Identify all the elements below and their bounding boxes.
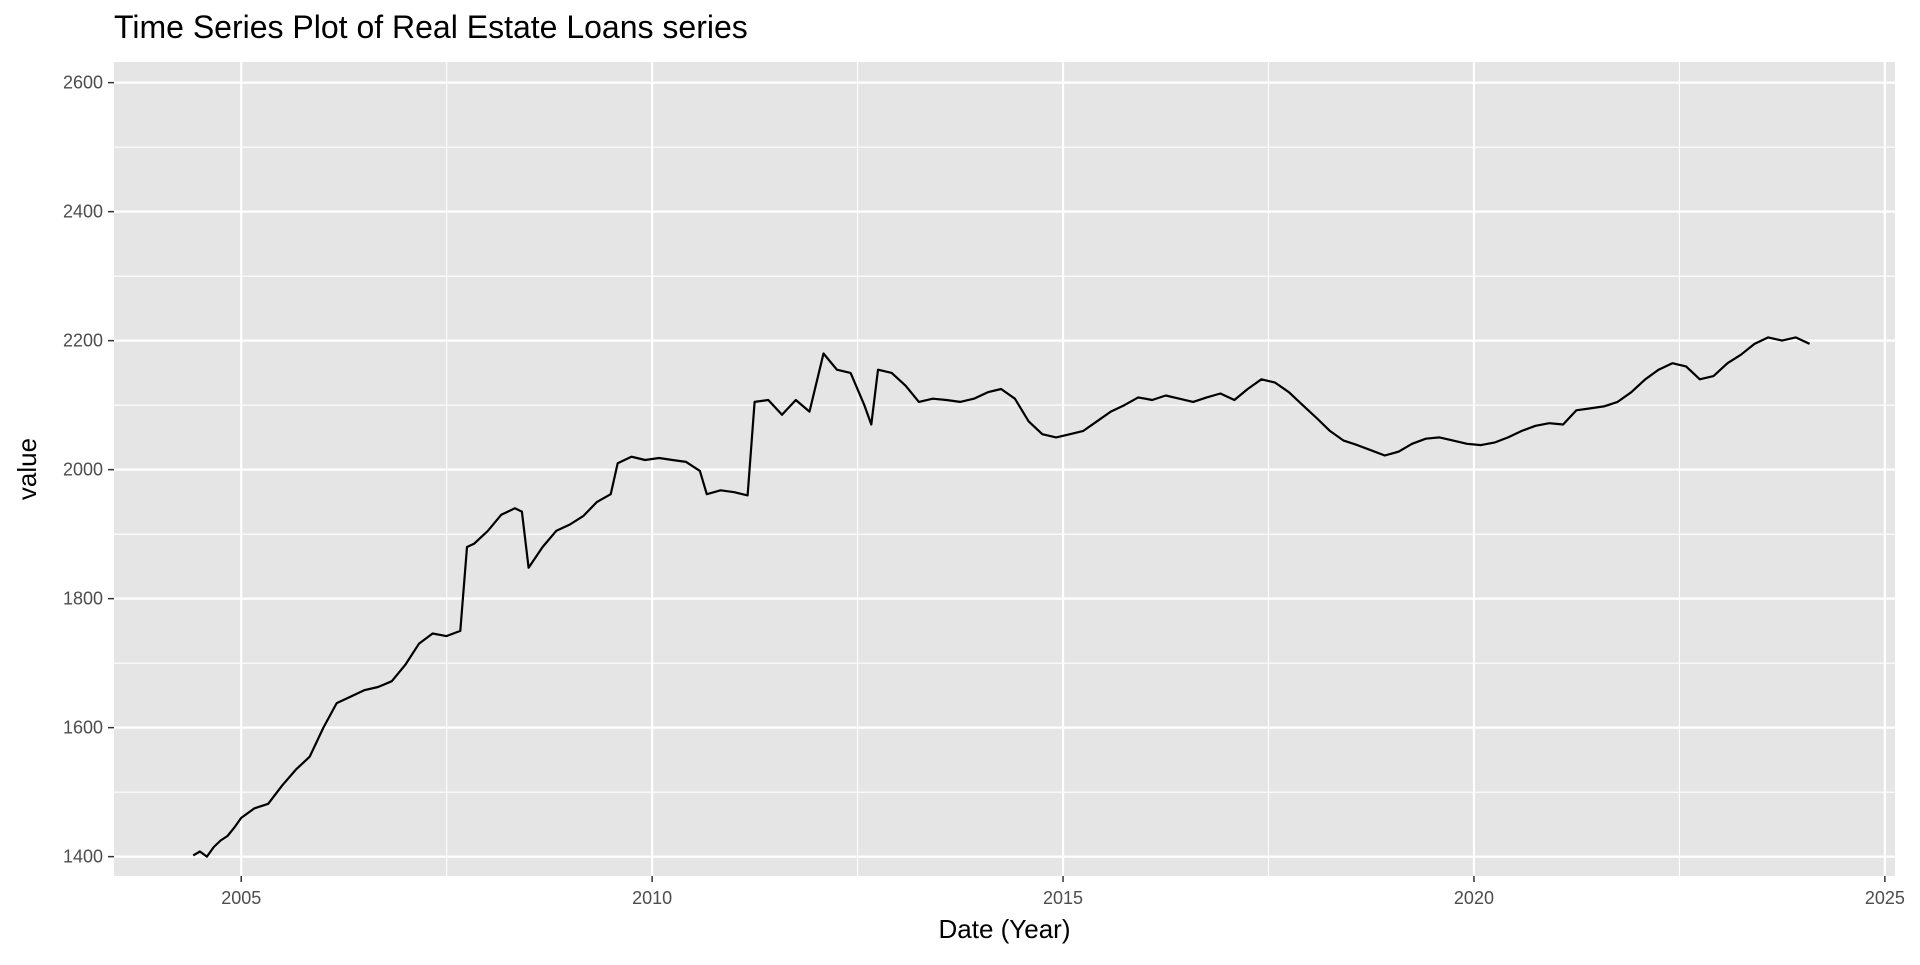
y-axis: 1400 1600 1800 2000 2200 2400 2600 — [63, 73, 114, 867]
x-tick-label: 2020 — [1454, 888, 1494, 908]
y-axis-title: value — [12, 438, 42, 500]
y-tick-label: 1600 — [63, 718, 103, 738]
x-tick-label: 2010 — [632, 888, 672, 908]
x-tick-label: 2025 — [1865, 888, 1905, 908]
y-tick-label: 2200 — [63, 331, 103, 351]
y-tick-label: 2400 — [63, 202, 103, 222]
y-tick-label: 2600 — [63, 73, 103, 93]
y-tick-label: 1800 — [63, 589, 103, 609]
x-axis: 2005 2010 2015 2020 2025 — [221, 876, 1905, 908]
x-tick-label: 2005 — [221, 888, 261, 908]
grid-major — [114, 62, 1895, 876]
y-tick-label: 2000 — [63, 460, 103, 480]
y-tick-label: 1400 — [63, 847, 103, 867]
series-line — [192, 336, 1811, 858]
x-tick-label: 2015 — [1043, 888, 1083, 908]
x-axis-title: Date (Year) — [939, 914, 1071, 944]
chart-title: Time Series Plot of Real Estate Loans se… — [114, 9, 748, 45]
